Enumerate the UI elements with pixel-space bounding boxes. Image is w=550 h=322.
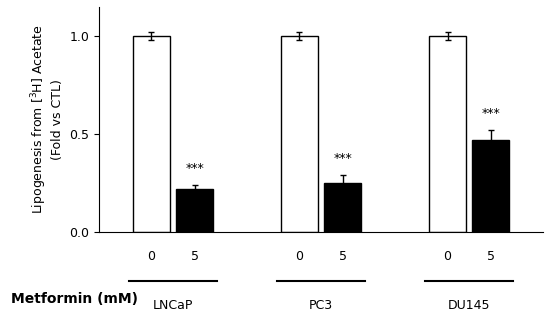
- Text: ***: ***: [333, 152, 352, 166]
- Bar: [280, 36, 318, 232]
- Bar: [324, 183, 361, 232]
- Text: ***: ***: [185, 162, 204, 175]
- Text: LNCaP: LNCaP: [153, 299, 193, 312]
- Bar: [428, 36, 466, 232]
- Text: Metformin (mM): Metformin (mM): [11, 292, 138, 306]
- Text: 0: 0: [147, 250, 156, 263]
- Bar: [472, 140, 509, 232]
- Text: 5: 5: [339, 250, 346, 263]
- Text: 0: 0: [295, 250, 304, 263]
- Text: DU145: DU145: [448, 299, 490, 312]
- Text: 5: 5: [487, 250, 494, 263]
- Text: 0: 0: [443, 250, 452, 263]
- Bar: [175, 189, 213, 232]
- Bar: [133, 36, 170, 232]
- Text: 5: 5: [190, 250, 199, 263]
- Text: PC3: PC3: [309, 299, 333, 312]
- Y-axis label: Lipogenesis from [$^{3}$H] Acetate
(Fold vs CTL): Lipogenesis from [$^{3}$H] Acetate (Fold…: [29, 24, 64, 214]
- Text: ***: ***: [481, 107, 500, 120]
